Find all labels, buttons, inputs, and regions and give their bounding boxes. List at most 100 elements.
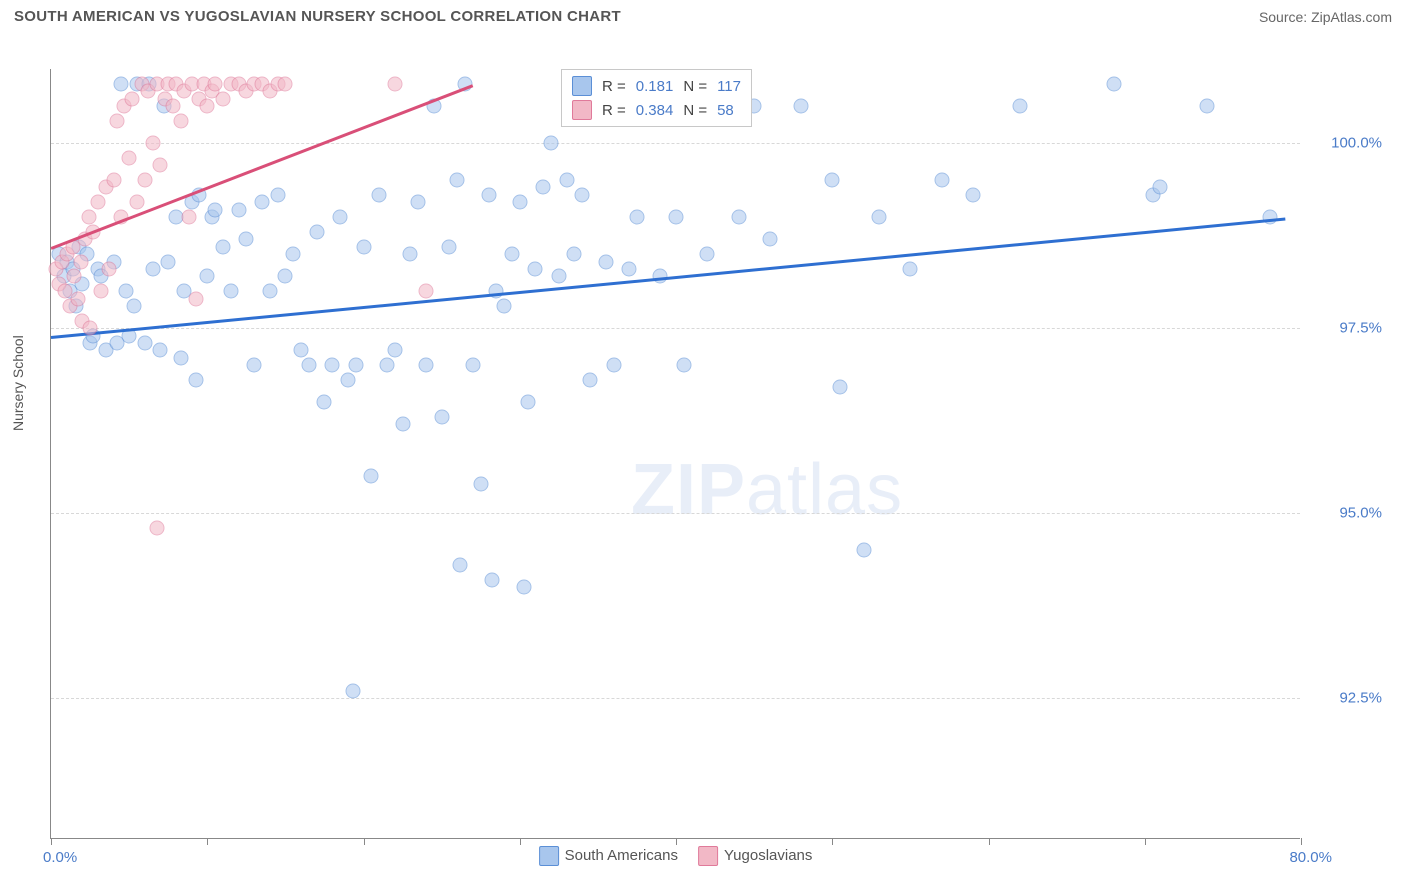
scatter-point (109, 113, 124, 128)
scatter-point (286, 247, 301, 262)
scatter-point (101, 261, 116, 276)
scatter-point (583, 372, 598, 387)
scatter-point (208, 76, 223, 91)
scatter-point (512, 195, 527, 210)
scatter-point (419, 284, 434, 299)
scatter-point (364, 469, 379, 484)
scatter-point (403, 247, 418, 262)
y-tick-label: 95.0% (1312, 505, 1382, 522)
series-legend: South Americans Yugoslavians (539, 846, 813, 866)
scatter-point (137, 173, 152, 188)
scatter-point (173, 350, 188, 365)
scatter-point (497, 298, 512, 313)
scatter-point (223, 284, 238, 299)
scatter-point (504, 247, 519, 262)
scatter-point (419, 358, 434, 373)
scatter-point (965, 187, 980, 202)
y-tick-label: 100.0% (1312, 135, 1382, 152)
x-axis-min-label: 0.0% (43, 849, 77, 866)
scatter-point (67, 269, 82, 284)
scatter-point (379, 358, 394, 373)
scatter-point (1106, 76, 1121, 91)
scatter-point (676, 358, 691, 373)
scatter-point (794, 99, 809, 114)
scatter-point (189, 372, 204, 387)
legend-swatch-icon (698, 846, 718, 866)
gridline (51, 328, 1300, 329)
scatter-point (484, 572, 499, 587)
scatter-point (165, 99, 180, 114)
scatter-point (520, 395, 535, 410)
x-tick (520, 838, 521, 845)
chart-header: SOUTH AMERICAN VS YUGOSLAVIAN NURSERY SC… (0, 0, 1406, 31)
scatter-point (833, 380, 848, 395)
watermark: ZIPatlas (631, 449, 903, 531)
scatter-point (825, 173, 840, 188)
legend-row-series-0: R = 0.181 N = 117 (572, 74, 741, 98)
scatter-point (528, 261, 543, 276)
x-tick (1145, 838, 1146, 845)
scatter-point (247, 358, 262, 373)
scatter-point (567, 247, 582, 262)
scatter-point (575, 187, 590, 202)
gridline (51, 698, 1300, 699)
scatter-point (119, 284, 134, 299)
scatter-point (669, 210, 684, 225)
x-axis-max-label: 80.0% (1289, 849, 1332, 866)
scatter-point (372, 187, 387, 202)
scatter-point (1200, 99, 1215, 114)
scatter-point (200, 99, 215, 114)
y-axis-label: Nursery School (10, 335, 26, 431)
scatter-point (309, 224, 324, 239)
scatter-point (1153, 180, 1168, 195)
scatter-point (872, 210, 887, 225)
scatter-point (622, 261, 637, 276)
scatter-point (481, 187, 496, 202)
x-tick (989, 838, 990, 845)
scatter-point (450, 173, 465, 188)
scatter-point (453, 558, 468, 573)
legend-row-series-1: R = 0.384 N = 58 (572, 98, 741, 122)
x-tick (832, 838, 833, 845)
scatter-point (106, 173, 121, 188)
x-tick (1301, 838, 1302, 845)
scatter-point (129, 195, 144, 210)
scatter-point (700, 247, 715, 262)
scatter-point (294, 343, 309, 358)
scatter-point (145, 261, 160, 276)
y-tick-label: 92.5% (1312, 690, 1382, 707)
scatter-point (387, 76, 402, 91)
scatter-point (544, 136, 559, 151)
chart-container: Nursery School ZIPatlas 0.0% 80.0% South… (0, 31, 1406, 881)
scatter-point (153, 158, 168, 173)
scatter-point (411, 195, 426, 210)
legend-swatch-0 (572, 76, 592, 96)
scatter-point (215, 239, 230, 254)
gridline (51, 513, 1300, 514)
scatter-point (122, 150, 137, 165)
scatter-point (1012, 99, 1027, 114)
scatter-point (81, 210, 96, 225)
scatter-point (181, 210, 196, 225)
scatter-point (83, 321, 98, 336)
scatter-point (345, 683, 360, 698)
scatter-point (856, 543, 871, 558)
scatter-point (629, 210, 644, 225)
scatter-point (137, 335, 152, 350)
scatter-point (442, 239, 457, 254)
scatter-point (278, 76, 293, 91)
y-tick-label: 97.5% (1312, 320, 1382, 337)
legend-swatch-1 (572, 100, 592, 120)
chart-source: Source: ZipAtlas.com (1259, 9, 1392, 25)
scatter-point (356, 239, 371, 254)
scatter-point (333, 210, 348, 225)
scatter-point (301, 358, 316, 373)
x-tick (207, 838, 208, 845)
scatter-point (903, 261, 918, 276)
scatter-point (215, 91, 230, 106)
scatter-point (126, 298, 141, 313)
scatter-point (239, 232, 254, 247)
legend-item-0: South Americans (539, 846, 678, 866)
gridline (51, 143, 1300, 144)
scatter-point (70, 291, 85, 306)
